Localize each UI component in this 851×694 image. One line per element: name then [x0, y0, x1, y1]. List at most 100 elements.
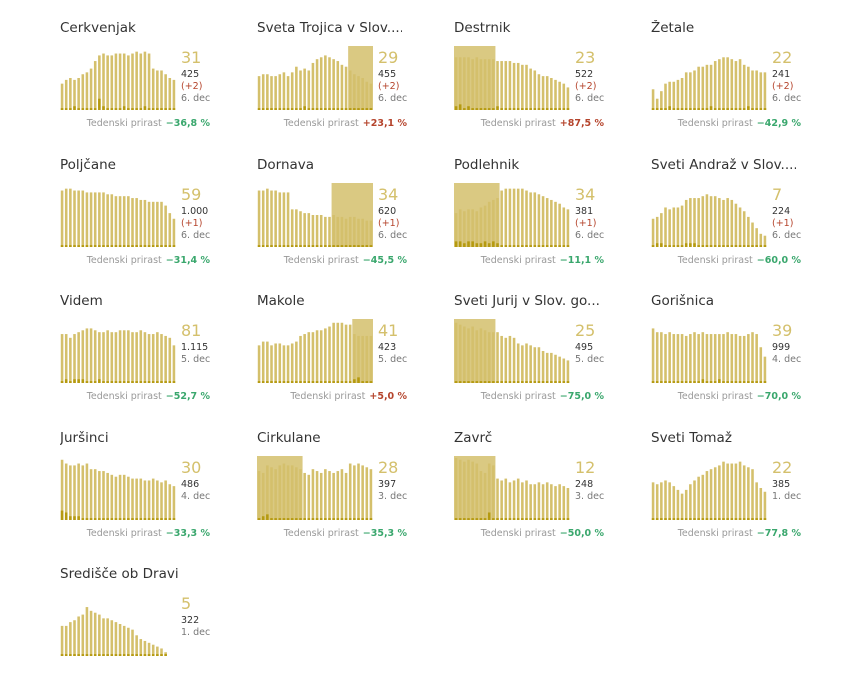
active-cases-bar	[545, 352, 549, 383]
active-cases-bar	[504, 188, 508, 247]
new-cases-bar	[98, 517, 101, 520]
new-cases-bar	[303, 106, 306, 110]
new-cases-bar	[747, 244, 750, 247]
active-cases-bar	[266, 341, 269, 383]
new-cases-bar	[458, 517, 462, 520]
new-cases-bar	[747, 381, 750, 383]
new-cases-bar	[274, 244, 277, 247]
active-cases-bar	[558, 81, 561, 110]
active-cases-bar	[492, 199, 495, 247]
new-cases-bar	[151, 654, 155, 656]
new-cases-bar	[508, 517, 512, 520]
active-cases-bar	[508, 335, 512, 383]
active-cases-bar	[676, 489, 680, 520]
active-cases-bar	[172, 79, 176, 110]
new-cases-bar	[763, 517, 767, 520]
new-cases-bar	[722, 381, 725, 383]
new-cases-bar	[332, 108, 335, 110]
new-cases-bar	[106, 381, 109, 383]
stats-column: 39 999 4. dec	[772, 321, 838, 366]
stats-column: 12 248 3. dec	[575, 458, 641, 503]
active-cases-bar	[299, 335, 302, 383]
active-cases-bar	[311, 468, 315, 520]
active-cases-bar	[110, 620, 114, 656]
active-cases-bar	[655, 332, 659, 383]
new-cases-bar	[353, 108, 356, 110]
municipality-name: Podlehnik	[454, 156, 520, 173]
new-cases-bar	[668, 381, 671, 383]
new-cases-bar	[286, 381, 290, 383]
new-cases-bar	[274, 108, 277, 110]
new-cases-bar	[98, 654, 101, 656]
active-cases-bar	[324, 468, 327, 520]
active-cases-bar	[85, 463, 89, 520]
municipality-card: Središče ob Dravi 5 322 1. dec	[60, 562, 250, 694]
new-cases-bar	[361, 108, 364, 110]
active-cases-bar	[533, 347, 537, 383]
new-cases-bar	[131, 244, 134, 247]
new-cases-bar	[458, 240, 462, 247]
active-cases-bar	[156, 646, 159, 656]
municipality-card: Makole 41 423 5. dec Tedenski prirast +5,0 %	[257, 289, 447, 421]
active-cases-bar	[160, 334, 163, 383]
active-cases-bar	[693, 332, 696, 383]
new-cases-bar	[684, 108, 688, 110]
new-cases-bar	[127, 244, 130, 247]
active-cases-bar	[122, 625, 126, 656]
active-cases-bar	[257, 470, 261, 520]
new-cases-bar	[672, 244, 676, 247]
stats-column: 22 385 1. dec	[772, 458, 838, 503]
new-cases-bar	[348, 244, 352, 247]
active-cases-bar	[751, 222, 754, 247]
weekly-growth-value: +87,5 %	[559, 118, 604, 129]
active-cases-bar	[307, 212, 311, 247]
municipality-card: Sveta Trojica v Slov.... 29 455 (+2) 6. dec T…	[257, 16, 447, 148]
active-cases-bar	[69, 337, 72, 383]
new-cases-bar	[147, 654, 151, 656]
active-cases-bar	[550, 352, 553, 383]
new-cases-bar	[93, 654, 97, 656]
municipality-grid: Cerkvenjak 31 425 (+2) 6. dec Tedenski priras…	[60, 16, 820, 666]
new-cases-bar	[114, 654, 118, 656]
new-cases-bar	[664, 517, 667, 520]
active-cases-bar	[454, 322, 458, 383]
new-cases-bar	[357, 108, 360, 110]
stats-column: 25 495 5. dec	[575, 321, 641, 366]
new-cases-bar	[562, 381, 566, 383]
new-cases-bar	[307, 244, 311, 247]
active-cases-bar	[106, 472, 109, 520]
new-cases-bar	[60, 244, 64, 247]
new-cases-bar	[114, 517, 118, 520]
active-cases-bar	[114, 622, 118, 656]
new-cases-bar	[471, 381, 474, 383]
active-cases-bar	[751, 70, 754, 110]
stats-column: 28 397 3. dec	[378, 458, 444, 503]
new-cases-bar	[73, 379, 76, 383]
active-cases-bar	[726, 57, 729, 110]
new-cases-bar	[680, 244, 684, 247]
new-cases-bar	[270, 244, 273, 247]
active-cases-bar	[110, 55, 114, 110]
new-cases-bar	[135, 381, 138, 383]
municipality-name: Makole	[257, 293, 305, 309]
active-cases-bar	[508, 61, 512, 110]
active-cases-bar	[500, 479, 503, 520]
active-cases-bar	[118, 330, 122, 383]
weekly-growth-value: −11,1 %	[559, 254, 604, 266]
active-cases-bar	[131, 197, 134, 247]
new-cases-bar	[521, 517, 524, 520]
new-cases-bar	[257, 108, 261, 110]
new-cases-bar	[69, 244, 72, 247]
new-cases-bar	[660, 517, 663, 520]
active-cases-bar	[684, 335, 688, 383]
new-cases-bar	[319, 517, 323, 520]
new-cases-bar	[315, 244, 319, 247]
active-cases-bar	[114, 195, 118, 247]
active-cases-bar	[286, 345, 290, 383]
new-cases-bar	[147, 244, 151, 247]
active-cases-bar	[660, 332, 663, 383]
active-cases-bar	[315, 59, 319, 110]
stats-column: 41 423 5. dec	[378, 321, 444, 366]
daily-change: (+1)	[181, 217, 203, 229]
new-cases-bar	[562, 517, 566, 520]
